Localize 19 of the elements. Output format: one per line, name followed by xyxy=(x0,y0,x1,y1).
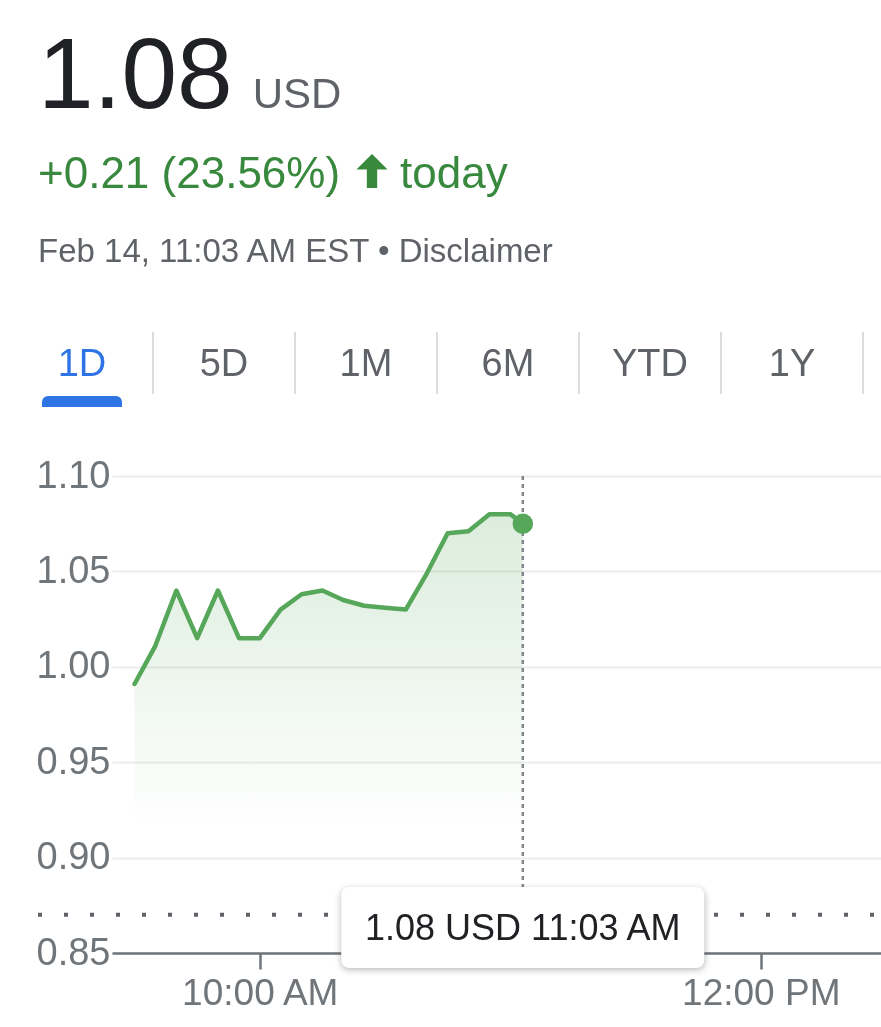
text: Feb 14, 11:03 AM EST • Disclaimer xyxy=(38,232,553,269)
y-tick-label: 0.95 xyxy=(36,739,111,782)
y-tick-label: 0.85 xyxy=(36,930,111,973)
chart-title: 1.08 USD xyxy=(38,17,342,129)
text: 5D xyxy=(199,342,249,384)
y-tick-label: 1.05 xyxy=(36,548,111,591)
text: 1D xyxy=(57,342,107,384)
y-tick-label: 0.90 xyxy=(36,835,111,878)
tooltip-box: 1.08 USD 11:03 AM xyxy=(341,887,705,968)
text: 6M xyxy=(481,342,535,384)
text: +0.21 (23.56%) today xyxy=(38,148,508,197)
x-tick-label: 10:00 AM xyxy=(182,971,339,1013)
y-tick-label: 1.10 xyxy=(36,453,111,496)
y-tick-label: 1.00 xyxy=(36,644,111,687)
text: 1Y xyxy=(768,342,816,384)
text: YTD xyxy=(612,342,688,384)
text: 1M xyxy=(339,342,393,384)
ref-line-label: 1.08 USD 11:03 AM xyxy=(365,907,681,948)
x-tick-label: 12:00 PM xyxy=(682,971,841,1013)
